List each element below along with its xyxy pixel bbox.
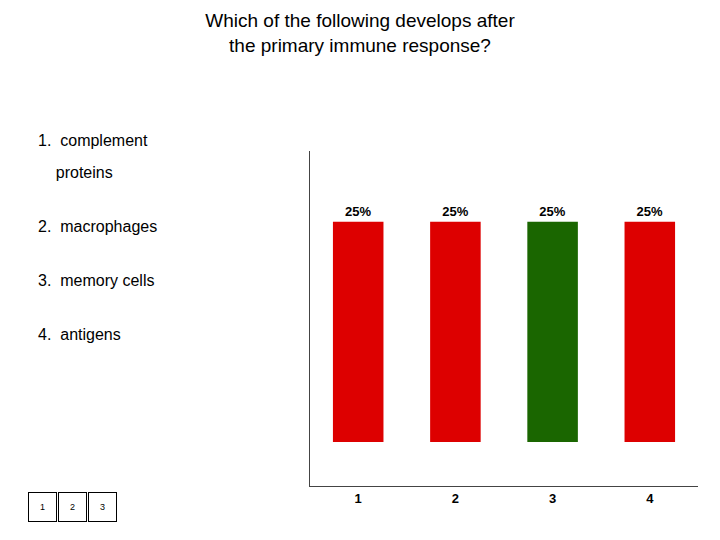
svg-text:25%: 25% bbox=[637, 204, 663, 219]
svg-text:3: 3 bbox=[549, 491, 556, 506]
svg-text:1: 1 bbox=[40, 502, 45, 512]
svg-text:1: 1 bbox=[355, 491, 362, 506]
svg-text:proteins: proteins bbox=[38, 164, 113, 181]
svg-text:4: 4 bbox=[646, 491, 654, 506]
svg-text:2. macrophages: 2. macrophages bbox=[38, 218, 157, 235]
svg-text:3. memory cells: 3. memory cells bbox=[38, 272, 154, 289]
svg-text:3: 3 bbox=[100, 502, 105, 512]
svg-text:2: 2 bbox=[452, 491, 459, 506]
svg-text:2: 2 bbox=[70, 502, 75, 512]
svg-text:Which of the following develop: Which of the following develops afterthe… bbox=[205, 10, 515, 56]
svg-text:25%: 25% bbox=[345, 204, 371, 219]
svg-text:1. complement: 1. complement bbox=[38, 132, 148, 149]
svg-text:4. antigens: 4. antigens bbox=[38, 326, 121, 343]
svg-text:25%: 25% bbox=[539, 204, 565, 219]
svg-text:25%: 25% bbox=[442, 204, 468, 219]
